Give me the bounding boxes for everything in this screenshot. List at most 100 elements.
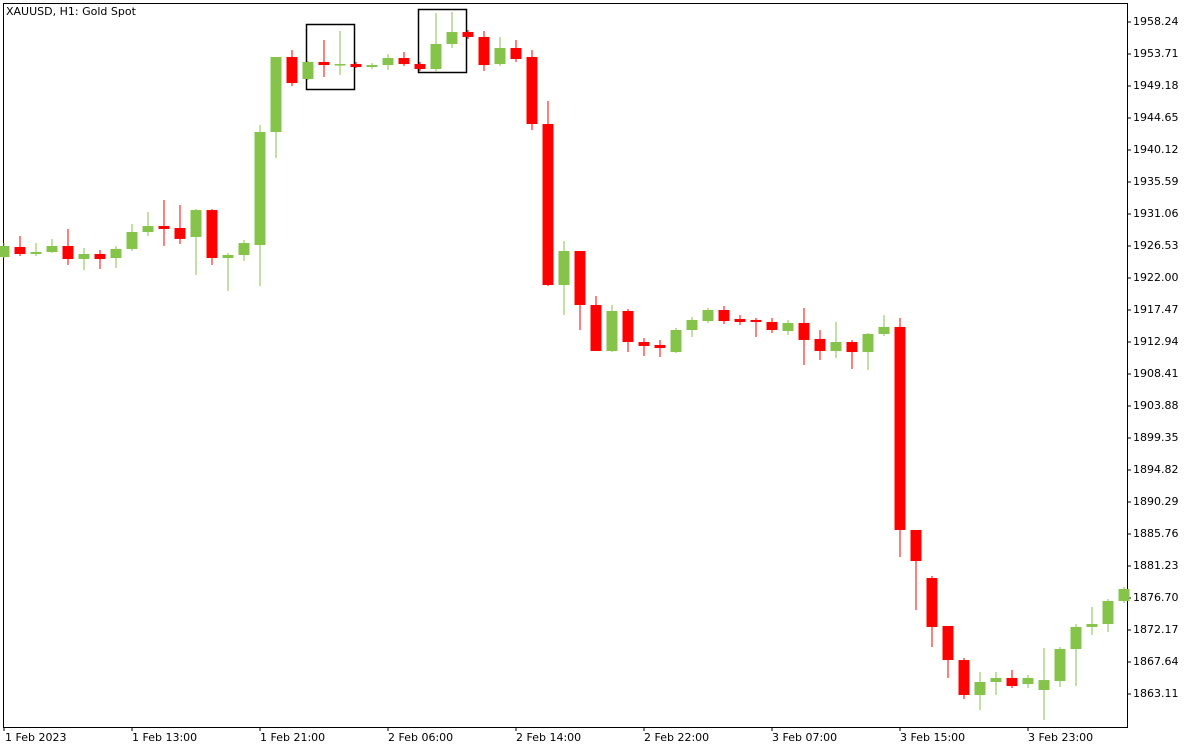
candle-body <box>894 326 906 530</box>
candle-body <box>814 338 826 351</box>
x-tick-label: 3 Feb 23:00 <box>1028 731 1093 744</box>
candle-body <box>254 131 266 246</box>
y-tick-label: 1940.12 <box>1133 143 1179 156</box>
candle-body <box>686 319 698 330</box>
candle-body <box>622 310 634 343</box>
y-tick-label: 1867.64 <box>1133 655 1179 668</box>
candle-body <box>1006 677 1018 687</box>
candle-body <box>62 246 74 260</box>
candle-body <box>846 342 858 353</box>
candle-body <box>382 58 394 66</box>
y-tick-label: 1912.94 <box>1133 335 1179 348</box>
candle-body <box>1022 677 1034 685</box>
candle-body <box>1118 588 1130 601</box>
y-tick-label: 1908.41 <box>1133 367 1179 380</box>
candle-body <box>494 47 506 65</box>
candle-body <box>542 124 554 285</box>
candle-body <box>750 319 762 323</box>
candle-body <box>142 226 154 233</box>
candle-body <box>270 56 282 132</box>
candle-body <box>574 251 586 305</box>
candle-body <box>174 227 186 239</box>
y-tick-label: 1958.24 <box>1133 15 1179 28</box>
candle-body <box>766 322 778 330</box>
y-tick-label: 1949.18 <box>1133 79 1179 92</box>
y-tick-label: 1881.23 <box>1133 559 1179 572</box>
candle-body <box>510 47 522 60</box>
y-tick-label: 1903.88 <box>1133 399 1179 412</box>
candle-body <box>206 210 218 259</box>
y-tick-label: 1894.82 <box>1133 463 1179 476</box>
chart-title: XAUUSD, H1: Gold Spot <box>6 5 137 18</box>
candle-body <box>606 310 618 351</box>
candle-body <box>558 251 570 285</box>
candle-body <box>526 56 538 125</box>
candle-body <box>0 246 10 258</box>
y-tick-label: 1944.65 <box>1133 111 1179 124</box>
candle-body <box>334 64 346 66</box>
candle-body <box>702 310 714 322</box>
y-tick-label: 1926.53 <box>1133 239 1179 252</box>
candle-body <box>30 252 42 254</box>
candle-body <box>78 253 90 260</box>
x-tick-label: 1 Feb 2023 <box>5 731 66 744</box>
candle-body <box>430 43 442 69</box>
candle-body <box>158 226 170 229</box>
candle-body <box>1086 624 1098 627</box>
candle-body <box>990 677 1002 683</box>
candle-body <box>942 625 954 661</box>
candle-body <box>734 318 746 323</box>
candle-body <box>590 304 602 351</box>
y-tick-label: 1953.71 <box>1133 47 1179 60</box>
candle-body <box>1070 626 1082 650</box>
candle-body <box>446 32 458 44</box>
candle-body <box>654 344 666 349</box>
candle-body <box>238 243 250 255</box>
x-tick-label: 2 Feb 22:00 <box>644 731 709 744</box>
candle-body <box>94 253 106 260</box>
plot-frame <box>3 3 1128 728</box>
candle-body <box>1054 649 1066 682</box>
candle-body <box>910 529 922 561</box>
candle-body <box>286 56 298 84</box>
y-tick-label: 1863.11 <box>1133 687 1179 700</box>
y-tick-label: 1890.29 <box>1133 495 1179 508</box>
x-tick-label: 2 Feb 06:00 <box>388 731 453 744</box>
candle-body <box>302 61 314 80</box>
y-tick-label: 1885.76 <box>1133 527 1179 540</box>
y-tick-label: 1876.70 <box>1133 591 1179 604</box>
candle-body <box>366 65 378 68</box>
candle-body <box>398 58 410 65</box>
candle-body <box>46 246 58 253</box>
y-tick-label: 1922.00 <box>1133 271 1179 284</box>
candle-body <box>318 61 330 66</box>
candle-body <box>190 210 202 237</box>
candle-body <box>958 660 970 695</box>
candle-body <box>798 323 810 340</box>
candle-body <box>862 333 874 353</box>
y-tick-label: 1872.17 <box>1133 623 1179 636</box>
x-tick-label: 3 Feb 15:00 <box>900 731 965 744</box>
candle-body <box>478 36 490 66</box>
candle-body <box>782 323 794 331</box>
candle-body <box>126 232 138 249</box>
candle-body <box>110 248 122 259</box>
candle-body <box>638 342 650 346</box>
x-tick-label: 1 Feb 13:00 <box>132 731 197 744</box>
candle-body <box>926 578 938 627</box>
candle-body <box>222 254 234 259</box>
y-tick-label: 1935.59 <box>1133 175 1179 188</box>
candle-body <box>1038 680 1050 690</box>
candle-body <box>974 682 986 695</box>
x-tick-label: 2 Feb 14:00 <box>516 731 581 744</box>
candle-body <box>878 326 890 334</box>
candle-body <box>670 329 682 353</box>
candle-body <box>1102 600 1114 625</box>
x-tick-label: 1 Feb 21:00 <box>260 731 325 744</box>
y-tick-label: 1917.47 <box>1133 303 1179 316</box>
candle-body <box>414 64 426 69</box>
highlight-box <box>417 8 468 74</box>
highlight-box <box>305 23 356 91</box>
candle-body <box>830 342 842 351</box>
